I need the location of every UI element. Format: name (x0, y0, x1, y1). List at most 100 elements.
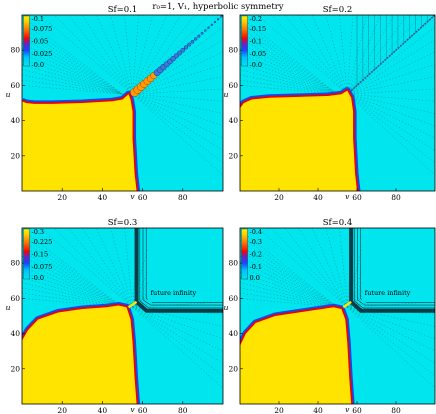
chain-blob (190, 39, 195, 44)
contour-line (132, 301, 223, 308)
contour-line (110, 15, 133, 95)
axis-ticks: 20 40 60 80 20 40 60 80 (228, 46, 401, 202)
contour-line (22, 282, 123, 308)
x-tick-label: 20 (274, 406, 284, 414)
chain-blob (197, 34, 201, 38)
colorbar-bar (241, 15, 248, 67)
contour-line (53, 15, 133, 95)
contour-line (22, 234, 123, 308)
x-tick-label: 40 (98, 406, 108, 414)
colorbar-tick-label: -0.0 (32, 274, 45, 282)
y-tick-label: 40 (10, 116, 20, 125)
future-infinity-label: future infinity (365, 289, 411, 297)
chain-blob (173, 53, 179, 59)
contour-line (96, 228, 133, 308)
panel-1: Sf=0.220 40 60 8020406080vu-0.2-0.15-0.1-0.… (224, 5, 436, 202)
contour-line (22, 53, 123, 95)
panel-frame (239, 227, 436, 405)
contour-line (22, 37, 123, 95)
colorbar-tick-label: -0.05 (32, 38, 49, 46)
colorbar-tick-label: -0.0 (250, 61, 263, 69)
chain-blob (210, 23, 213, 26)
chain-blob (204, 29, 207, 32)
contour-line (22, 64, 123, 95)
colorbar-tick-label: -0.3 (250, 238, 263, 246)
yellow-region (240, 90, 357, 191)
x-tick-label: 80 (178, 193, 188, 202)
diagonal-line (350, 15, 435, 92)
y-tick-label: 80 (10, 46, 20, 55)
panels: Sf=0.120 40 60 8020406080vu-0.1-0.075-0.05-… (6, 5, 436, 414)
colorbar-tick-label: -0.225 (32, 238, 53, 246)
contour-line (240, 53, 338, 95)
x-tick-label: 60 (138, 406, 148, 414)
chain-blob (200, 31, 204, 35)
colorbar-tick-label: -0.15 (32, 251, 49, 259)
contour-line (132, 15, 153, 95)
contour-line (325, 228, 348, 308)
chain-blob (207, 26, 210, 29)
panel-0: Sf=0.120 40 60 8020406080vu-0.1-0.075-0.05-… (6, 5, 224, 202)
beyond-region (147, 228, 223, 302)
chain-blob (213, 20, 217, 24)
colorbar-bar (23, 15, 30, 67)
yellow-region (22, 305, 137, 404)
colorbar-tick-label: -0.4 (250, 228, 263, 236)
colorbar-bar (23, 228, 30, 280)
contour-line (240, 229, 338, 308)
contour-line (347, 94, 435, 176)
plot-area (22, 228, 223, 404)
yellow-region (240, 307, 352, 404)
contour-line (22, 58, 123, 95)
x-tick-label: 40 (313, 193, 323, 202)
y-tick-label: 40 (228, 329, 238, 338)
y-tick-label: 20 (228, 151, 238, 160)
contour-line (240, 255, 338, 308)
x-tick-label: 60 (138, 193, 148, 202)
colorbar-tick-label: -0.1 (32, 15, 45, 23)
contour-line (347, 27, 435, 95)
contour-line (132, 88, 223, 95)
axis-ticks: 20 40 60 80 20 40 60 80 (228, 259, 401, 414)
x-tick-label: 60 (352, 406, 362, 414)
chain-blob (177, 50, 182, 56)
colorbar-tick-label: -0.2 (250, 251, 263, 259)
contour-line (240, 16, 338, 95)
colorbar-tick-label: -0.3 (32, 228, 45, 236)
contour-line (347, 306, 435, 327)
contour-line (347, 228, 422, 308)
contour-line (347, 306, 435, 315)
contour-line (132, 64, 223, 95)
contour-line (22, 74, 123, 95)
y-axis-label: u (6, 303, 11, 312)
contour-line (132, 93, 223, 151)
contour-line (22, 16, 123, 95)
contour-line (22, 266, 123, 308)
contour-line (132, 15, 210, 95)
future-infinity-joint (342, 300, 352, 309)
contour-line (22, 32, 123, 95)
contour-line (240, 245, 338, 308)
y-axis-label: u (224, 303, 229, 312)
colorbar-bar (241, 228, 248, 280)
beyond-region (361, 228, 435, 302)
panel-frame (21, 14, 224, 192)
colorbar-tick-label: -0.025 (32, 50, 53, 58)
contour-line (325, 15, 348, 95)
panel-3: future infinity Sf=0.4 20 40 60 80 20 40 60 80 v u -… (224, 218, 436, 414)
contour-line (347, 307, 435, 389)
contour-line (96, 15, 133, 95)
contour-line (240, 292, 338, 308)
contour-line (347, 15, 422, 95)
contour-line (22, 261, 123, 308)
contour-line (347, 307, 435, 377)
contour-line (22, 250, 123, 308)
x-tick-label: 80 (391, 193, 401, 202)
y-tick-label: 80 (10, 259, 20, 268)
x-axis-label: v (345, 405, 350, 414)
contour-line (22, 271, 123, 308)
chain-blob (187, 42, 192, 47)
chain-blob (180, 47, 186, 53)
contour-line (240, 261, 338, 308)
contour-line (240, 79, 338, 95)
